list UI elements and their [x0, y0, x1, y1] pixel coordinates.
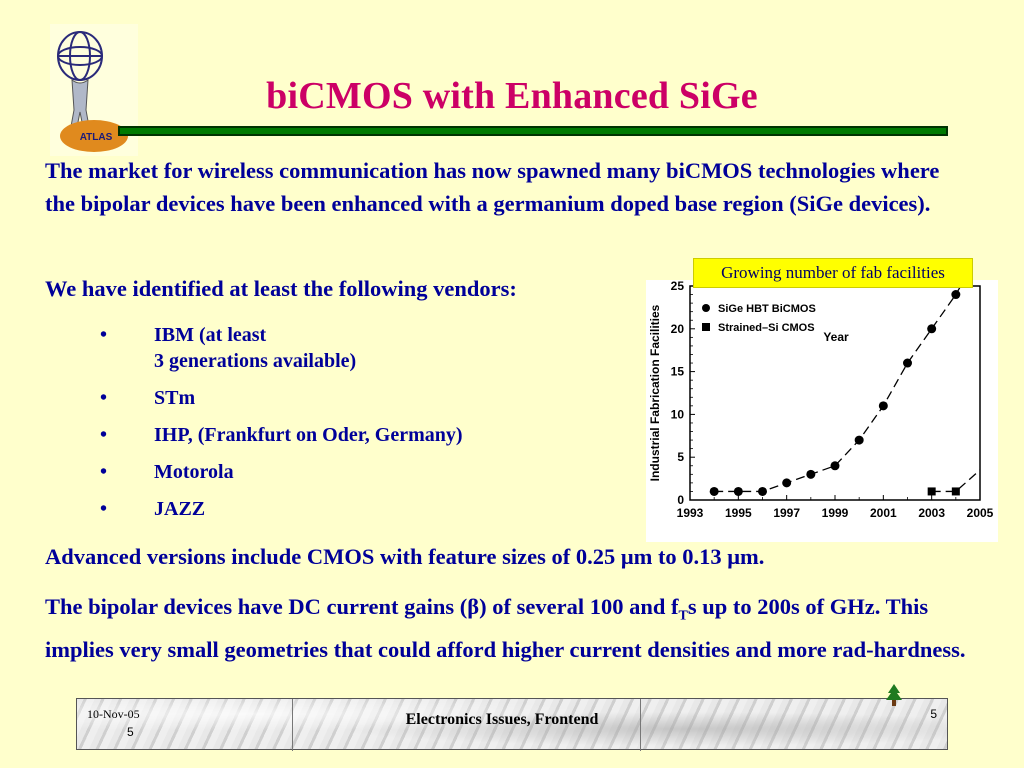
legend-label-sige: SiGe HBT BiCMOS: [718, 303, 816, 315]
y-tick-label: 10: [671, 407, 685, 421]
data-point-sige: [830, 461, 840, 471]
data-point-strained-si: [927, 487, 936, 496]
x-tick-label: 1999: [822, 506, 849, 520]
data-point-sige: [782, 478, 792, 488]
footer-divider: [640, 699, 641, 751]
footer-date: 10-Nov-05: [87, 707, 140, 721]
vendor-item: IBM (at least 3 generations available): [100, 322, 463, 374]
atlas-logo: ATLAS: [50, 24, 138, 156]
legend-label-strained-si: Strained–Si CMOS: [718, 322, 815, 334]
vendor-name: IBM (at least: [154, 324, 267, 346]
data-point-sige: [806, 469, 816, 479]
fab-facilities-chart: 0 5 10 15 20 25 1993 1995 1997 1999 2001 2003 2005 Ye…: [646, 277, 998, 542]
y-tick-label: 0: [677, 493, 684, 507]
data-point-sige: [758, 486, 767, 496]
data-point-strained-si: [951, 487, 960, 496]
x-tick-label: 1993: [677, 506, 704, 520]
y-tick-label: 20: [671, 322, 685, 336]
vendor-list: IBM (at least 3 generations available) S…: [100, 322, 463, 533]
chart-caption: Growing number of fab facilities: [693, 258, 973, 288]
tree-icon: [886, 684, 902, 706]
footer-divider: [292, 699, 293, 751]
legend-marker-sige: [702, 304, 710, 312]
footer-page-right: 5: [930, 707, 937, 721]
data-point-sige: [878, 401, 888, 411]
data-point-sige: [733, 486, 743, 496]
footer-title: Electronics Issues, Frontend: [405, 711, 599, 728]
vendor-item: JAZZ: [100, 496, 463, 522]
vendor-name: JAZZ: [154, 498, 206, 520]
vendor-item: Motorola: [100, 459, 463, 485]
chart-svg: 0 5 10 15 20 25 1993 1995 1997 1999 2001 2003 2005 Ye…: [648, 277, 994, 520]
cmos-paragraph: Advanced versions include CMOS with feat…: [45, 544, 765, 569]
slide-footer: 10-Nov-05 5 Electronics Issues, Frontend…: [76, 698, 948, 751]
x-tick-label: 2005: [967, 506, 994, 520]
intro-paragraph: The market for wireless communication ha…: [45, 158, 940, 216]
logo-text: ATLAS: [80, 132, 113, 143]
data-point-sige: [903, 358, 912, 368]
data-point-sige: [951, 290, 961, 300]
x-tick-label: 1995: [725, 506, 752, 520]
vendor-name: STm: [154, 387, 196, 409]
legend-marker-strained-si: [702, 323, 710, 331]
x-tick-label: 2001: [870, 506, 897, 520]
y-tick-label: 5: [677, 450, 684, 464]
bipolar-text-b: s up to 200s of GHz. This implies very s…: [45, 594, 966, 662]
vendor-detail: 3 generations available): [154, 350, 357, 372]
data-point-sige: [709, 486, 719, 496]
vendors-intro: We have identified at least the followin…: [45, 276, 517, 301]
vendor-item: IHP, (Frankfurt on Oder, Germany): [100, 422, 463, 448]
bipolar-text-a: The bipolar devices have DC current gain…: [45, 594, 679, 619]
data-point-sige: [927, 324, 937, 334]
bipolar-paragraph: The bipolar devices have DC current gain…: [45, 590, 975, 666]
y-axis-label: Industrial Fabrication Facilities: [648, 304, 662, 481]
vendor-name: IHP, (Frankfurt on Oder, Germany): [154, 424, 463, 446]
x-axis-label: Year: [823, 330, 849, 344]
vendor-name: Motorola: [154, 461, 234, 483]
title-divider: [118, 126, 948, 136]
y-tick-label: 25: [671, 280, 685, 293]
slide-title: biCMOS with Enhanced SiGe: [266, 75, 758, 117]
footer-page-left: 5: [127, 725, 134, 739]
vendor-item: STm: [100, 385, 463, 411]
series-line-strained-si: [931, 469, 981, 493]
y-tick-label: 15: [671, 365, 685, 379]
ft-subscript: T: [678, 608, 688, 624]
data-point-sige: [854, 435, 864, 445]
x-tick-label: 1997: [773, 506, 800, 520]
x-tick-label: 2003: [918, 506, 945, 520]
